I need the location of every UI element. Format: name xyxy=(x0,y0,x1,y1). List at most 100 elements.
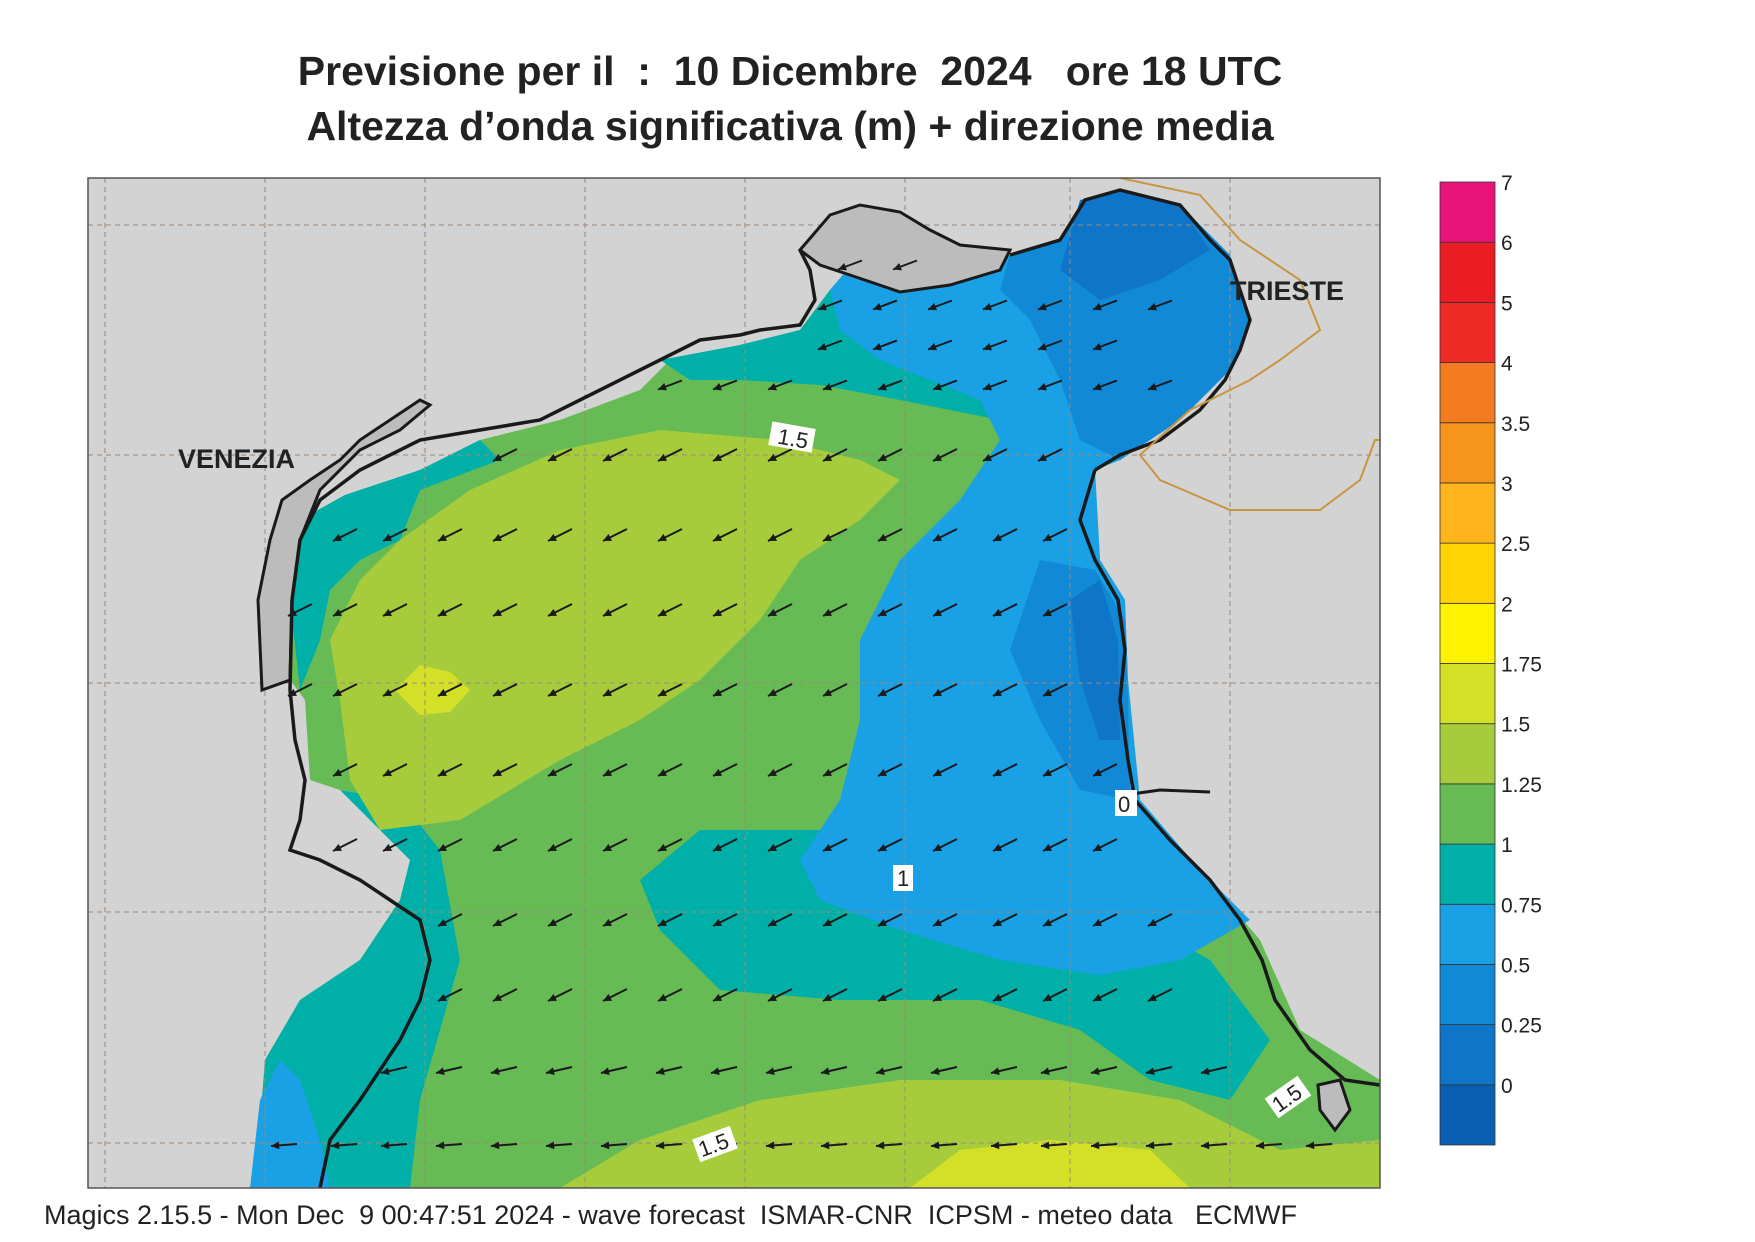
direction-arrow-head xyxy=(658,688,667,696)
legend-swatch xyxy=(1439,301,1496,363)
direction-arrow-head xyxy=(1093,382,1102,391)
legend-swatch xyxy=(1439,1084,1496,1146)
direction-arrow-head xyxy=(548,843,557,851)
legend-tick-label: 0.75 xyxy=(1501,894,1542,917)
direction-arrow-head xyxy=(931,1067,940,1075)
direction-arrow-head xyxy=(878,608,887,616)
direction-arrow-head xyxy=(768,608,777,616)
legend-tick-label: 1 xyxy=(1501,834,1513,857)
map-frame xyxy=(87,177,1381,1189)
coastline-north xyxy=(288,188,1252,691)
direction-arrow-head xyxy=(1038,342,1047,351)
direction-arrow-head xyxy=(603,993,612,1001)
direction-arrow-head xyxy=(823,768,832,776)
direction-arrow-head xyxy=(933,918,942,926)
legend-tick-label: 3 xyxy=(1501,473,1513,496)
direction-arrow-head xyxy=(933,688,942,696)
grado-lagoon xyxy=(797,203,1013,294)
legend-tick-label: 7 xyxy=(1501,172,1513,195)
legend-swatch xyxy=(1439,602,1496,664)
direction-arrow-head xyxy=(383,608,392,616)
legend-tick-label: 3.5 xyxy=(1501,413,1530,436)
legend-tick-label: 4 xyxy=(1501,353,1513,376)
direction-arrow-head xyxy=(1148,382,1157,391)
direction-arrow-head xyxy=(548,918,557,926)
direction-arrow-head xyxy=(993,688,1002,696)
sea-band-1-5 xyxy=(330,430,900,830)
legend-swatch xyxy=(1439,181,1496,243)
direction-arrow-head xyxy=(876,1141,885,1150)
direction-arrow-head xyxy=(878,453,887,461)
direction-arrow-head xyxy=(1038,382,1047,391)
direction-arrow-head xyxy=(438,608,447,616)
direction-arrow-head xyxy=(1041,1067,1050,1075)
direction-arrow-head xyxy=(1093,768,1102,776)
direction-arrow-head xyxy=(548,453,557,461)
direction-arrow-head xyxy=(438,993,447,1001)
direction-arrow-head xyxy=(548,533,557,541)
legend-swatch xyxy=(1439,663,1496,725)
direction-arrow-head xyxy=(436,1141,445,1150)
direction-arrow-head xyxy=(983,342,992,351)
legend-tick-label: 1.25 xyxy=(1501,774,1542,797)
legend-swatch xyxy=(1439,903,1496,965)
direction-arrow-head xyxy=(931,1141,940,1150)
direction-arrow-head xyxy=(438,688,447,696)
direction-arrow-head xyxy=(713,843,722,851)
direction-arrow-head xyxy=(818,302,827,311)
direction-arrow-head xyxy=(288,688,297,696)
contour-label: 1.5 xyxy=(768,421,816,454)
direction-arrow-head xyxy=(603,918,612,926)
direction-arrow-head xyxy=(768,453,777,461)
legend-tick-label: 0.25 xyxy=(1501,1015,1542,1038)
title-line-2: Altezza d’onda significativa (m) + direz… xyxy=(306,103,1274,149)
direction-arrow-head xyxy=(1306,1141,1315,1150)
legend-swatch xyxy=(1439,1024,1496,1086)
direction-arrow-head xyxy=(333,608,342,616)
place-label-trieste: TRIESTE xyxy=(1230,276,1344,306)
direction-arrow-head xyxy=(993,993,1002,1001)
direction-arrow-head xyxy=(823,843,832,851)
direction-arrow-head xyxy=(933,993,942,1001)
direction-arrow-head xyxy=(928,342,937,351)
direction-arrow-head xyxy=(1148,993,1157,1001)
direction-arrow-head xyxy=(878,843,887,851)
direction-arrow-head xyxy=(333,768,342,776)
direction-arrows xyxy=(270,259,1333,1150)
direction-arrow-head xyxy=(713,608,722,616)
sea-band-1-0-west xyxy=(290,440,500,690)
legend-tick-label: 6 xyxy=(1501,232,1513,255)
legend-tick-label: 5 xyxy=(1501,292,1513,315)
direction-arrow-head xyxy=(1201,1067,1210,1075)
direction-arrow-head xyxy=(381,1141,390,1150)
direction-arrow-head xyxy=(491,1067,500,1075)
direction-arrow-head xyxy=(1043,918,1052,926)
direction-arrow-head xyxy=(878,918,887,926)
direction-arrow-head xyxy=(713,993,722,1001)
title-line-1: Previsione per il : 10 Dicembre 2024 ore… xyxy=(297,48,1283,94)
direction-arrow-head xyxy=(493,843,502,851)
direction-arrow-head xyxy=(438,843,447,851)
direction-arrow-head xyxy=(878,533,887,541)
direction-arrow-head xyxy=(818,342,827,351)
legend-tick-label: 1.75 xyxy=(1501,654,1542,677)
legend-tick-label: 0 xyxy=(1501,1075,1513,1098)
direction-arrow-head xyxy=(603,768,612,776)
direction-arrow-head xyxy=(603,843,612,851)
direction-arrow-head xyxy=(1093,993,1102,1001)
direction-arrow-head xyxy=(933,453,942,461)
direction-arrow-head xyxy=(873,342,882,351)
sea-band-0-25 xyxy=(1060,190,1210,300)
direction-arrow-head xyxy=(928,302,937,311)
direction-arrow-head xyxy=(823,382,832,391)
direction-arrow-head xyxy=(658,382,667,391)
direction-arrow-head xyxy=(333,843,342,851)
direction-arrow-head xyxy=(823,918,832,926)
direction-arrow-head xyxy=(1201,1141,1210,1150)
direction-arrow-head xyxy=(1148,302,1157,311)
direction-arrow-head xyxy=(493,918,502,926)
contour-label: 1 xyxy=(893,865,913,891)
direction-arrow-head xyxy=(438,918,447,926)
direction-arrow-head xyxy=(491,1141,500,1150)
sea-band-1-75-south xyxy=(910,1140,1190,1188)
